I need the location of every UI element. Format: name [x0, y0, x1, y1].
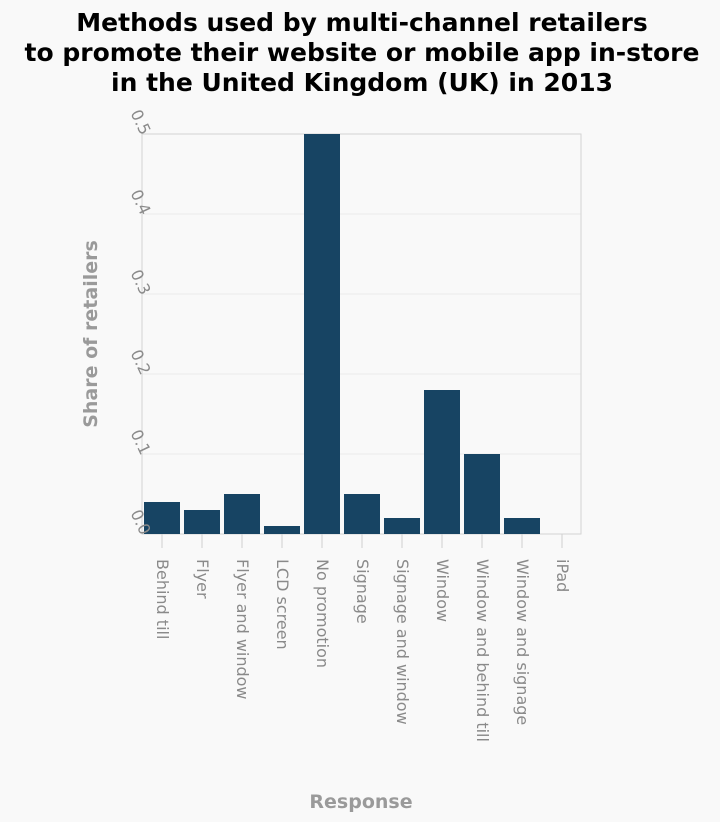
x-tick-label: LCD screen — [273, 559, 292, 650]
y-tick-label: 0.4 — [127, 187, 155, 218]
x-tick-label: No promotion — [313, 559, 332, 668]
bar — [144, 502, 180, 534]
chart-title-line-3: in the United Kingdom (UK) in 2013 — [111, 68, 613, 97]
bar — [464, 454, 500, 534]
chart-title-line-1: Methods used by multi-channel retailers — [76, 8, 647, 37]
x-tick-label: Behind till — [153, 559, 172, 639]
x-axis-title: Response — [309, 791, 412, 813]
y-tick-label: 0.2 — [127, 347, 155, 378]
chart-title-line-2: to promote their website or mobile app i… — [25, 38, 700, 67]
x-tick-label: Signage — [353, 559, 372, 624]
bar — [224, 494, 260, 534]
y-tick-label: 0.1 — [127, 427, 155, 458]
y-tick-label: 0.3 — [127, 267, 155, 298]
plot-frame — [141, 133, 582, 535]
x-tick-label: Window and behind till — [473, 559, 492, 742]
x-tick-label: Signage and window — [393, 559, 412, 725]
y-tick-labels: 0.00.10.20.30.40.5 — [127, 107, 155, 538]
x-tick-label: Window — [433, 559, 452, 622]
bar — [344, 494, 380, 534]
x-tick-label: Flyer and window — [233, 559, 252, 700]
gridlines — [142, 133, 581, 535]
x-tick-label: Window and signage — [513, 559, 532, 725]
bar — [264, 526, 300, 534]
x-tick-label: iPad — [553, 559, 572, 592]
x-ticks: Behind till Flyer Flyer and window LCD scre… — [153, 534, 572, 742]
bar — [304, 134, 340, 534]
bar — [184, 510, 220, 534]
bars — [144, 134, 540, 534]
bar — [424, 390, 460, 534]
y-tick-label: 0.5 — [127, 107, 155, 138]
bar — [384, 518, 420, 534]
y-axis-title: Share of retailers — [80, 240, 102, 428]
x-tick-label: Flyer — [193, 559, 212, 599]
bar — [504, 518, 540, 534]
